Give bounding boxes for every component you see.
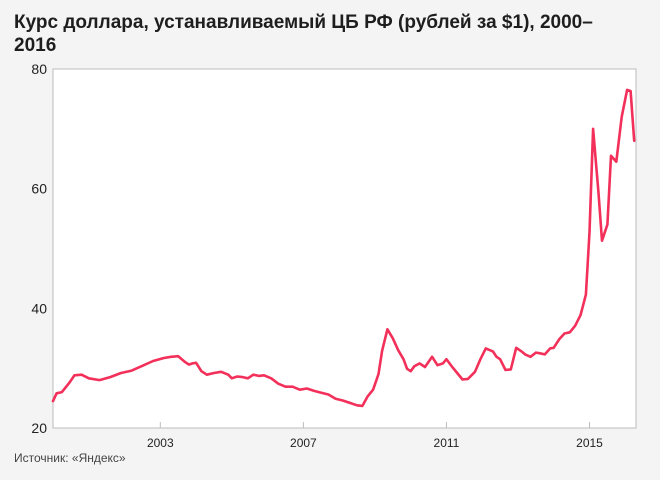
plot-area <box>52 68 637 429</box>
y-axis-ticks: 20 40 60 80 <box>31 61 47 436</box>
source-note: Источник: «Яндекс» <box>14 451 126 465</box>
series-line <box>51 88 636 408</box>
series-group <box>51 88 636 408</box>
x-tick-label-0: 2003 <box>147 436 174 450</box>
y-tick-label-3: 80 <box>31 61 47 77</box>
y-tick-label-2: 60 <box>31 181 47 197</box>
x-tick-label-3: 2015 <box>576 436 603 450</box>
y-tick-label-0: 20 <box>31 420 47 436</box>
x-axis-ticks: 2003 2007 2011 2015 <box>147 422 603 450</box>
x-tick-label-2: 2011 <box>434 436 460 450</box>
x-tick-label-1: 2007 <box>290 436 317 450</box>
y-tick-label-1: 40 <box>31 300 47 316</box>
chart-axes <box>52 68 637 429</box>
chart-title: Курс доллара, устанавливаемый ЦБ РФ (руб… <box>14 12 593 56</box>
